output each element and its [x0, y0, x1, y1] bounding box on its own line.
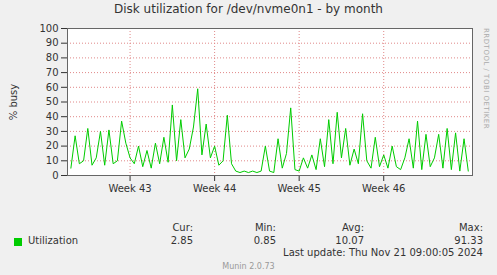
- html-text:Utilization: Utilization: [28, 235, 79, 246]
- svg-text:Week 45: Week 45: [278, 183, 321, 194]
- html-text:2.85: 2.85: [170, 235, 193, 246]
- svg-text:80: 80: [46, 52, 59, 63]
- svg-text:30: 30: [46, 126, 59, 137]
- svg-text:90: 90: [46, 37, 59, 48]
- html-text:RRDTOOL / TOBI OETIKER: RRDTOOL / TOBI OETIKER: [482, 28, 490, 130]
- svg-text:10: 10: [46, 155, 59, 166]
- html-text:Avg:: Avg:: [342, 222, 364, 233]
- html-text:Min:: Min:: [254, 222, 276, 233]
- svg-text:0: 0: [52, 170, 58, 181]
- svg-text:40: 40: [46, 111, 59, 122]
- html-text:0.85: 0.85: [253, 235, 276, 246]
- html-text:Cur:: Cur:: [172, 222, 193, 233]
- svg-text:% busy: % busy: [8, 84, 19, 121]
- svg-text:Week 46: Week 46: [362, 183, 405, 194]
- html-text:10.07: 10.07: [335, 235, 364, 246]
- html-text:Last update: Thu Nov 21 09:00:: Last update: Thu Nov 21 09:00:05 2024: [283, 247, 483, 258]
- html-text:Max:: Max:: [459, 222, 483, 233]
- svg-text:20: 20: [46, 140, 59, 151]
- html-text:Munin 2.0.73: Munin 2.0.73: [222, 262, 275, 271]
- svg-text:60: 60: [46, 82, 59, 93]
- svg-text:70: 70: [46, 67, 59, 78]
- html-text:91.33: 91.33: [454, 235, 483, 246]
- svg-text:50: 50: [46, 96, 59, 107]
- svg-text:100: 100: [39, 23, 58, 34]
- svg-text:Week 44: Week 44: [193, 183, 236, 194]
- html-text:Disk utilization for /dev/nvme: Disk utilization for /dev/nvme0n1 - by m…: [114, 2, 383, 16]
- svg-text:Week 43: Week 43: [108, 183, 151, 194]
